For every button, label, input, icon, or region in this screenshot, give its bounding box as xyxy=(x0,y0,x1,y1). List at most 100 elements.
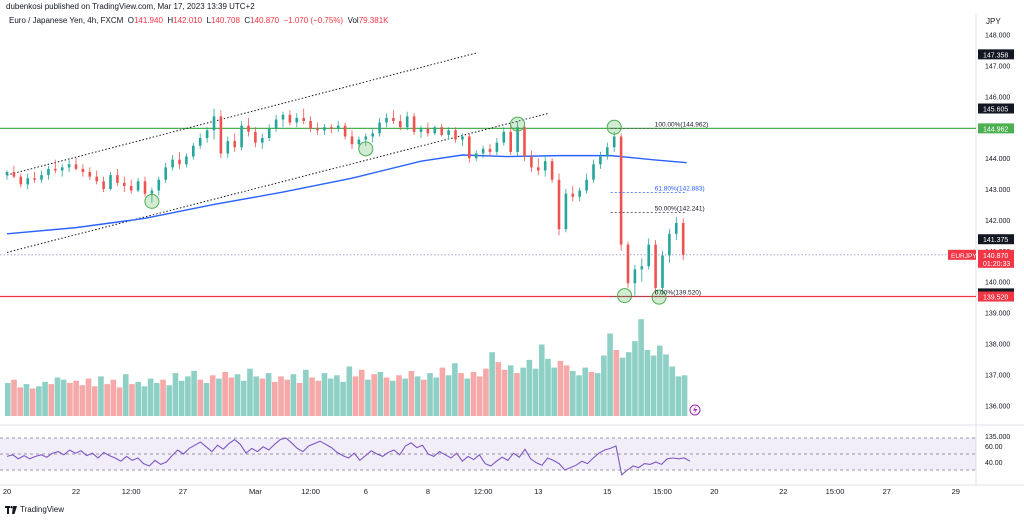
candle-body xyxy=(392,117,395,122)
lightning-icon[interactable] xyxy=(689,404,701,416)
candle-body xyxy=(281,114,285,120)
candle-body xyxy=(19,176,23,185)
low-value: 140.708 xyxy=(210,16,240,25)
volume-bar xyxy=(222,372,228,416)
volume-bar xyxy=(278,376,284,416)
fib-level-label: 50.00%(142.241) xyxy=(655,205,705,212)
volume-bar xyxy=(91,386,98,416)
candle-body xyxy=(543,161,547,171)
time-tick-label: 22 xyxy=(779,487,787,496)
candle-body xyxy=(509,131,512,152)
rsi-tick-label: 40.00 xyxy=(985,460,1003,467)
volume-bar xyxy=(470,372,477,416)
volume-bar xyxy=(632,341,638,416)
price-badge-label: 139.520 xyxy=(983,295,1008,302)
tradingview-footer[interactable]: TradingView xyxy=(5,505,64,514)
candle-body xyxy=(612,136,616,148)
symbol-description[interactable]: Euro / Japanese Yen, 4h, FXCM xyxy=(9,16,124,25)
candle-body xyxy=(219,116,223,154)
candle-body xyxy=(371,133,374,137)
ohlc-legend: Euro / Japanese Yen, 4h, FXCM O141.940 H… xyxy=(9,16,389,25)
time-tick-label: 15:00 xyxy=(653,487,672,496)
volume-bar xyxy=(358,369,365,416)
marker-circle xyxy=(358,141,374,157)
candle-body xyxy=(385,117,388,123)
candle-body xyxy=(440,127,443,135)
volume-bar xyxy=(36,386,42,416)
volume-bar xyxy=(570,370,576,416)
candle-body xyxy=(302,117,305,122)
trendline xyxy=(6,112,549,253)
volume-bar xyxy=(594,373,601,416)
price-badge-label: 141.375 xyxy=(983,237,1008,244)
candle-body xyxy=(198,138,202,146)
candle-body xyxy=(537,167,540,171)
volume-label: Vol xyxy=(347,16,359,25)
price-axis[interactable]: JPY 148.000147.000146.000145.000144.0001… xyxy=(985,17,1010,441)
candle-body xyxy=(295,117,299,123)
rsi-line xyxy=(6,437,691,476)
volume-bar xyxy=(54,377,61,416)
candle-body xyxy=(261,138,264,143)
volume-bar xyxy=(234,374,241,416)
volume-bar xyxy=(663,354,669,416)
candle-body xyxy=(399,121,402,128)
low-label: L xyxy=(206,16,211,25)
volume-bar xyxy=(607,333,613,416)
candle-body xyxy=(495,142,499,152)
volume-bar xyxy=(532,368,539,416)
volume-bar xyxy=(315,380,322,416)
volume-bar xyxy=(588,372,595,416)
candle-body xyxy=(550,161,554,180)
trendline xyxy=(6,52,477,176)
volume-bar xyxy=(520,367,526,416)
volume-bars xyxy=(5,319,688,416)
candle-body xyxy=(123,182,126,186)
candle-body xyxy=(54,168,57,171)
candle-body xyxy=(336,125,340,129)
candle-body xyxy=(240,125,243,148)
time-axis[interactable]: 20 22 12:00 27 Mar 12:00 6 8 12:00 13 15 15:00 20 22 1… xyxy=(3,487,960,496)
volume-bar xyxy=(104,384,110,416)
drawing-lines xyxy=(0,52,976,298)
candles xyxy=(5,108,685,296)
volume-bar xyxy=(408,370,415,416)
candle-body xyxy=(5,172,9,176)
volume-bar xyxy=(414,376,421,416)
volume-bar xyxy=(439,367,446,416)
candle-body xyxy=(309,121,312,129)
volume-bar xyxy=(495,362,502,416)
candle-body xyxy=(654,244,657,288)
candle-body xyxy=(267,128,271,139)
candle-body xyxy=(433,127,437,134)
price-badge-label: 147.358 xyxy=(983,52,1008,59)
volume-bar xyxy=(377,372,384,416)
candle-body xyxy=(468,136,471,159)
volume-bar xyxy=(507,365,514,416)
time-tick-label: 15:00 xyxy=(826,487,845,496)
time-tick-label: 22 xyxy=(72,487,80,496)
publisher-header: dubenkosi published on TradingView.com, … xyxy=(6,2,255,11)
price-tick-label: 135.000 xyxy=(985,434,1010,441)
candle-body xyxy=(109,175,112,189)
volume-bar xyxy=(445,375,452,416)
price-tick-label: 147.000 xyxy=(985,63,1010,70)
volume-bar xyxy=(303,369,309,416)
candle-body xyxy=(585,179,588,191)
high-label: H xyxy=(167,16,174,25)
candle-body xyxy=(316,128,319,131)
candle-body xyxy=(247,125,250,132)
candle-body xyxy=(95,176,98,182)
time-tick-label: 29 xyxy=(952,487,960,496)
price-badge-bg xyxy=(978,291,1014,302)
volume-bar xyxy=(681,375,688,416)
candle-body xyxy=(640,266,644,270)
open-value: 141.940 xyxy=(133,16,163,25)
volume-bar xyxy=(60,379,67,416)
candle-body xyxy=(129,185,133,191)
volume-value: 79.381K xyxy=(358,16,389,25)
volume-bar xyxy=(452,363,458,416)
candle-body xyxy=(205,130,209,139)
volume-bar xyxy=(17,387,24,416)
